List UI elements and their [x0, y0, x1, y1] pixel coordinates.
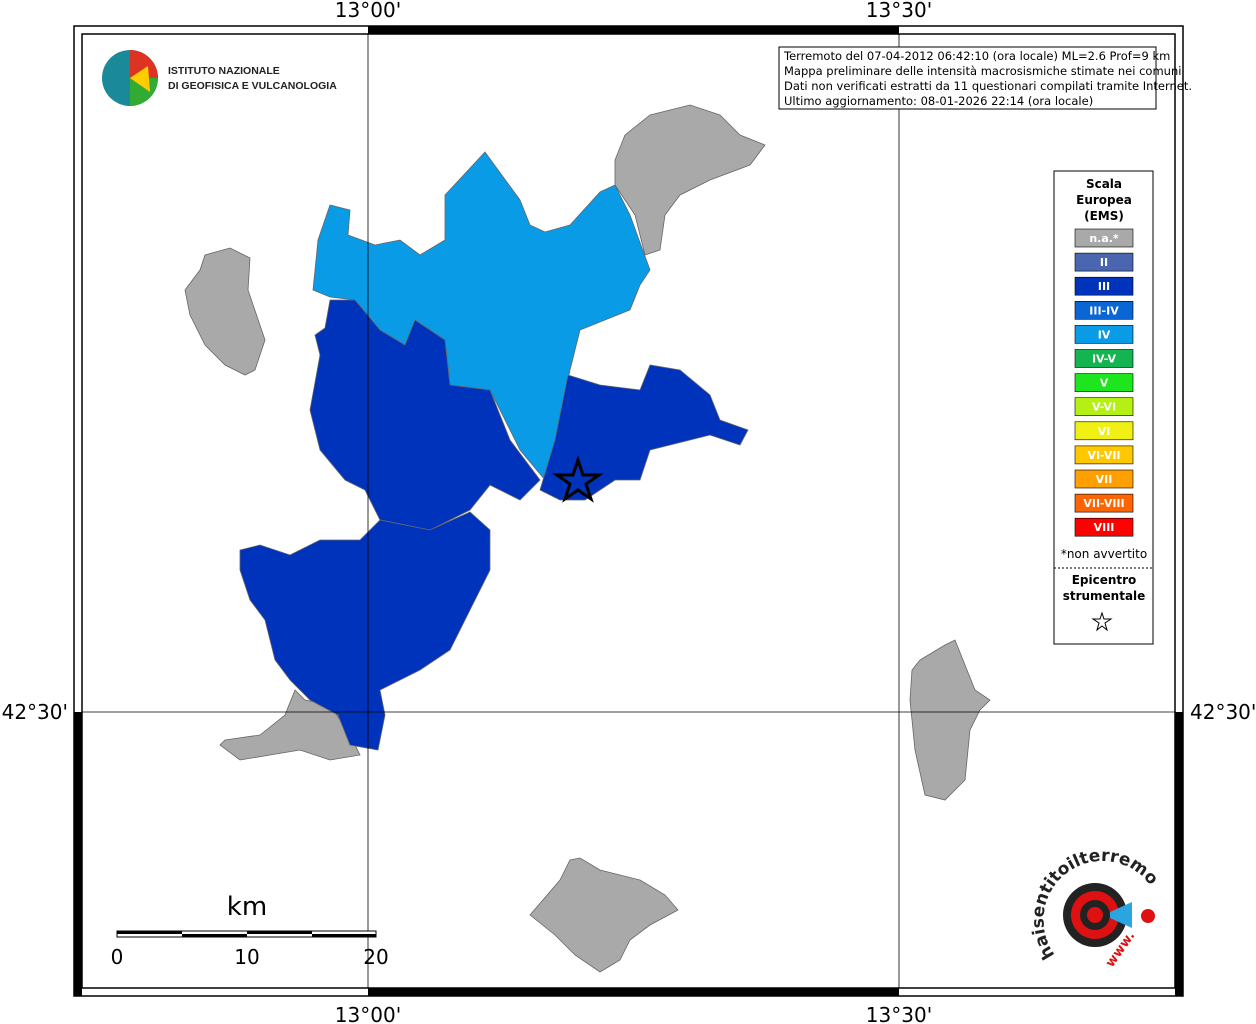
legend-swatch [1074, 325, 1134, 344]
epicenter-star [552, 455, 604, 503]
frame-bars [74, 26, 1183, 996]
legend-label: VII-VIII [1083, 497, 1124, 510]
region [614, 104, 766, 256]
legend-swatch [1074, 397, 1134, 417]
legend-epicenter: strumentale [1063, 589, 1146, 603]
legend: Scala Europea (EMS) *non avvertito Epice… [1053, 170, 1154, 645]
lat-label: 42°30' [1190, 700, 1256, 724]
legend-swatch [1074, 228, 1134, 248]
info-line: Terremoto del 07-04-2012 06:42:10 (ora l… [783, 49, 1170, 63]
ingv-logo: ISTITUTO NAZIONALE DI GEOFISICA E VULCAN… [102, 50, 337, 106]
legend-swatch [1074, 445, 1134, 465]
legend-label: III-IV [1089, 304, 1119, 317]
legend-note: *non avvertito [1061, 547, 1147, 561]
region [909, 639, 991, 801]
legend-label: IV-V [1092, 353, 1117, 366]
legend-label: V-VI [1092, 401, 1116, 414]
scale-label: 0 [111, 945, 124, 969]
legend-swatch [1074, 373, 1134, 392]
lat-label: 42°30' [2, 700, 68, 724]
region [184, 247, 266, 376]
region [309, 299, 541, 531]
legend-label: III [1098, 280, 1110, 293]
legend-swatch [1074, 276, 1134, 296]
lon-label: 13°30' [866, 0, 932, 22]
info-line: Ultimo aggiornamento: 08-01-2026 22:14 (… [784, 94, 1093, 108]
scale-label: 10 [234, 945, 259, 969]
info-line: Dati non verificati estratti da 11 quest… [784, 79, 1192, 93]
legend-label: n.a.* [1089, 232, 1119, 245]
info-box: Terremoto del 07-04-2012 06:42:10 (ora l… [778, 46, 1192, 110]
legend-swatch [1074, 300, 1134, 320]
legend-label: VI-VII [1087, 449, 1120, 462]
legend-swatch [1074, 421, 1134, 441]
legend-label: VIII [1094, 521, 1115, 534]
lon-label: 13°30' [866, 1003, 932, 1024]
logo-text: ISTITUTO NAZIONALE [168, 65, 280, 77]
scale-bar: km 0 10 20 [111, 892, 389, 969]
info-line: Mappa preliminare delle intensità macros… [784, 64, 1181, 78]
municipalities [184, 104, 991, 973]
legend-title: Scala [1086, 177, 1122, 191]
graticule [82, 34, 1175, 988]
legend-title: (EMS) [1084, 209, 1124, 223]
legend-swatch [1074, 469, 1134, 489]
lon-label: 13°00' [335, 1003, 401, 1024]
legend-swatch [1074, 349, 1134, 368]
legend-label: IV [1098, 328, 1111, 341]
region [529, 857, 679, 973]
legend-label: VII [1096, 473, 1113, 486]
logo-text: DI GEOFISICA E VULCANOLOGIA [168, 80, 337, 92]
scale-unit: km [227, 892, 267, 922]
legend-label: V [1100, 377, 1109, 390]
legend-swatch [1074, 517, 1134, 537]
legend-epicenter: Epicentro [1072, 573, 1137, 587]
lon-label: 13°00' [335, 0, 401, 22]
legend-label: II [1100, 256, 1108, 269]
legend-title: Europea [1076, 193, 1132, 207]
region [239, 511, 491, 751]
legend-swatch [1074, 252, 1134, 272]
legend-swatch [1074, 493, 1134, 513]
legend-label: VI [1098, 425, 1111, 438]
scale-label: 20 [363, 945, 388, 969]
